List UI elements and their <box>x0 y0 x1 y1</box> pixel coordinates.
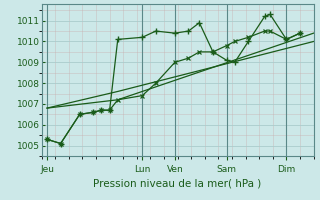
X-axis label: Pression niveau de la mer( hPa ): Pression niveau de la mer( hPa ) <box>93 178 262 188</box>
